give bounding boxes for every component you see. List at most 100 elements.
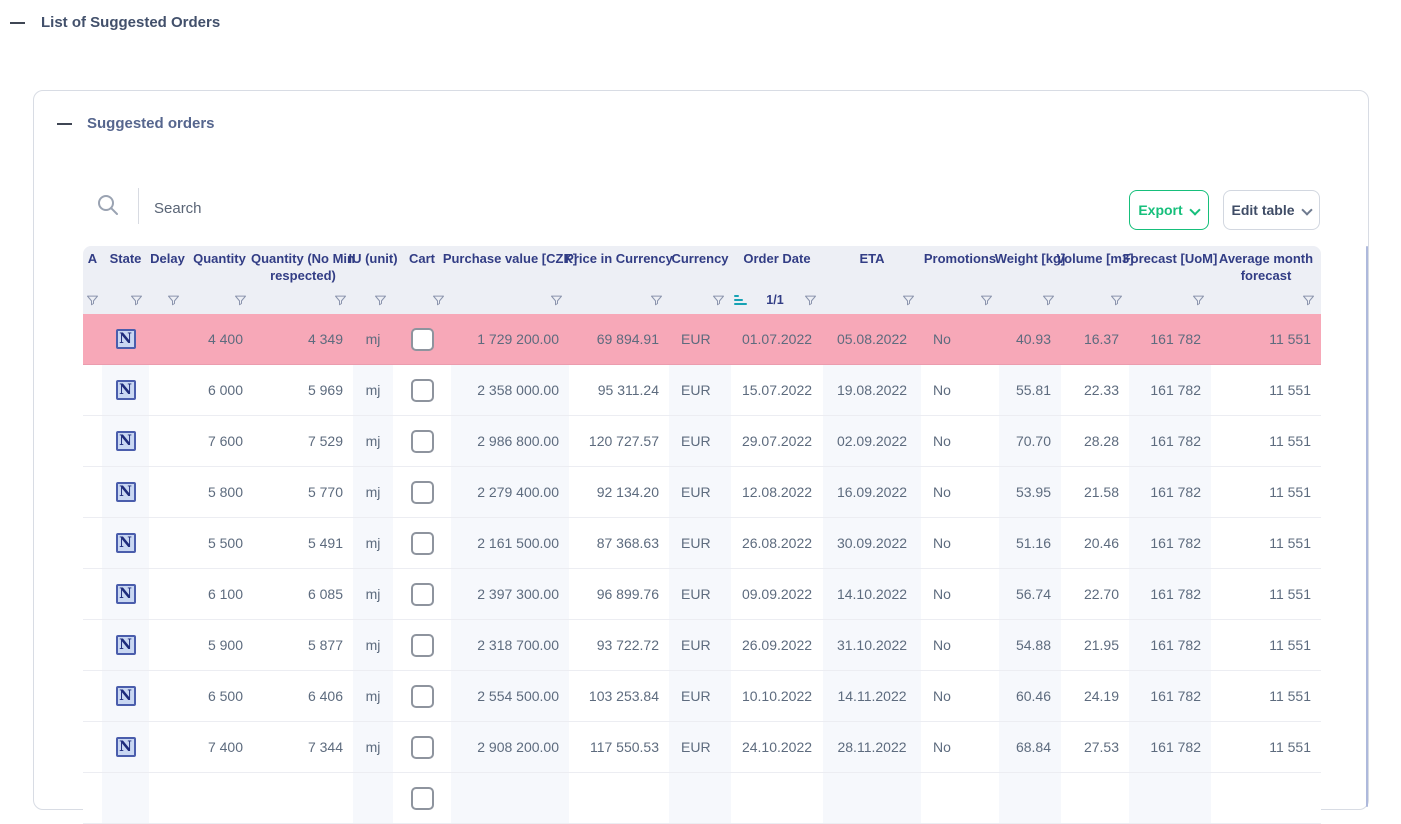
cell-quantity_no_min: 4 349 [307,331,343,347]
column-header-purchase_value_czk[interactable]: Purchase value [CZK] [443,251,577,268]
cart-checkbox[interactable] [410,429,434,453]
cell-average_month_forecast: 11 551 [1269,637,1311,653]
table-row[interactable]: N 5 900 5 877 mj 2 318 700.00 93 722.72 EUR 26.… [83,620,1321,671]
table-row[interactable]: N 6 100 6 085 mj 2 397 300.00 96 899.76 EUR 09.… [83,569,1321,620]
cart-checkbox[interactable] [410,327,434,351]
filter-cell-quantity [186,293,253,308]
column-header-promotions[interactable]: Promotions [921,251,999,268]
column-header-label: A [87,251,98,266]
cell-order_date [731,773,823,823]
export-button[interactable]: Export [1129,190,1209,230]
cell-a [83,314,102,364]
cell-currency: EUR [669,671,731,721]
table-row[interactable]: N 7 600 7 529 mj 2 986 800.00 120 727.57 EUR 29… [83,416,1321,467]
cell-iu_unit: mj [353,416,393,466]
column-header-a[interactable]: A [83,251,102,268]
panel-title: Suggested orders [87,115,215,132]
collapse-dash-icon[interactable] [10,21,25,24]
cell-eta: 14.11.2022 [823,671,921,721]
column-header-quantity_no_min[interactable]: Quantity (No Min respected) [251,251,355,285]
search-divider [138,188,139,224]
cell-iu_unit: mj [353,467,393,517]
filter-funnel-icon[interactable] [803,293,818,308]
cell-quantity_no_min [253,773,353,823]
state-badge-n: N [115,737,136,757]
filter-funnel-icon[interactable] [129,293,144,308]
column-header-state[interactable]: State [102,251,149,268]
cell-iu_unit [353,773,393,823]
column-header-weight_kg[interactable]: Weight [kg] [995,251,1066,268]
filter-funnel-icon[interactable] [1301,293,1316,308]
table-row[interactable]: N 5 500 5 491 mj 2 161 500.00 87 368.63 EUR 26.… [83,518,1321,569]
edit-table-button-label: Edit table [1231,202,1295,218]
cell-quantity_no_min: 5 770 [307,484,343,500]
filter-funnel-icon[interactable] [711,293,726,308]
cart-checkbox[interactable] [410,633,434,657]
filter-funnel-icon[interactable] [1041,293,1056,308]
cell-a [83,518,102,568]
column-header-label: Forecast [UoM] [1122,251,1218,266]
cart-checkbox[interactable] [410,735,434,759]
column-header-forecast_uom[interactable]: Forecast [UoM] [1123,251,1218,268]
filter-funnel-icon[interactable] [333,293,348,308]
column-header-label: Delay [150,251,185,266]
column-header-label: Volume [m3] [1056,251,1134,266]
cell-eta: 16.09.2022 [823,467,921,517]
filter-funnel-icon[interactable] [373,293,388,308]
column-header-price_in_currency[interactable]: Price in Currency [565,251,673,268]
filter-cell-delay [149,293,186,308]
filter-funnel-icon[interactable] [431,293,446,308]
panel-collapse-dash-icon[interactable] [57,122,72,125]
column-header-currency[interactable]: Currency [669,251,731,268]
cell-promotions: No [933,535,951,551]
table-row[interactable]: N 4 400 4 349 mj 1 729 200.00 69 894.91 EUR 01.… [83,314,1321,365]
column-header-label: Currency [671,251,729,266]
edit-table-button[interactable]: Edit table [1223,190,1320,230]
table-row[interactable]: N 6 500 6 406 mj 2 554 500.00 103 253.84 EUR 10… [83,671,1321,722]
column-header-quantity[interactable]: Quantity [186,251,253,268]
column-header-eta[interactable]: ETA [823,251,921,268]
table-row[interactable]: N 7 400 7 344 mj 2 908 200.00 117 550.53 EUR 24… [83,722,1321,773]
column-header-average_month_forecast[interactable]: Average month forecast [1211,251,1321,285]
vertical-scrollbar[interactable] [1366,246,1368,807]
cart-checkbox[interactable] [410,786,434,810]
cell-promotions: No [933,688,951,704]
cell-price_in_currency: 92 134.20 [596,484,659,500]
cell-order_date: 29.07.2022 [741,433,813,449]
cell-quantity: 7 400 [207,739,243,755]
filter-funnel-icon[interactable] [901,293,916,308]
cart-checkbox[interactable] [410,684,434,708]
column-header-label: Quantity (No Min respected) [251,251,355,283]
column-header-volume_m3[interactable]: Volume [m3] [1056,251,1133,268]
sort-ascending-icon[interactable] [734,295,747,305]
cell-quantity: 5 800 [207,484,243,500]
column-header-order_date[interactable]: Order Date [731,251,823,268]
search-input[interactable] [152,191,836,225]
cell-quantity: 7 600 [207,433,243,449]
cart-checkbox[interactable] [410,531,434,555]
table-row[interactable] [83,773,1321,824]
cell-cart [393,314,451,364]
filter-funnel-icon[interactable] [549,293,564,308]
filter-funnel-icon[interactable] [649,293,664,308]
filter-funnel-icon[interactable] [166,293,181,308]
cart-checkbox[interactable] [410,480,434,504]
filter-funnel-icon[interactable] [1109,293,1124,308]
filter-funnel-icon[interactable] [979,293,994,308]
column-header-iu_unit[interactable]: IU (unit) [348,251,397,268]
cell-promotions: No [933,739,951,755]
table-row[interactable]: N 6 000 5 969 mj 2 358 000.00 95 311.24 EUR 15.… [83,365,1321,416]
cart-checkbox[interactable] [410,378,434,402]
column-header-label: IU (unit) [348,251,398,266]
column-header-delay[interactable]: Delay [149,251,186,268]
column-header-cart[interactable]: Cart [393,251,451,268]
column-header-label: Cart [408,251,435,266]
filter-funnel-icon[interactable] [233,293,248,308]
cell-quantity_no_min: 7 344 [307,739,343,755]
cell-delay [149,467,186,517]
filter-funnel-icon[interactable] [85,293,100,308]
filter-funnel-icon[interactable] [1191,293,1206,308]
table-row[interactable]: N 5 800 5 770 mj 2 279 400.00 92 134.20 EUR 12.… [83,467,1321,518]
cart-checkbox[interactable] [410,582,434,606]
cell-a [83,569,102,619]
